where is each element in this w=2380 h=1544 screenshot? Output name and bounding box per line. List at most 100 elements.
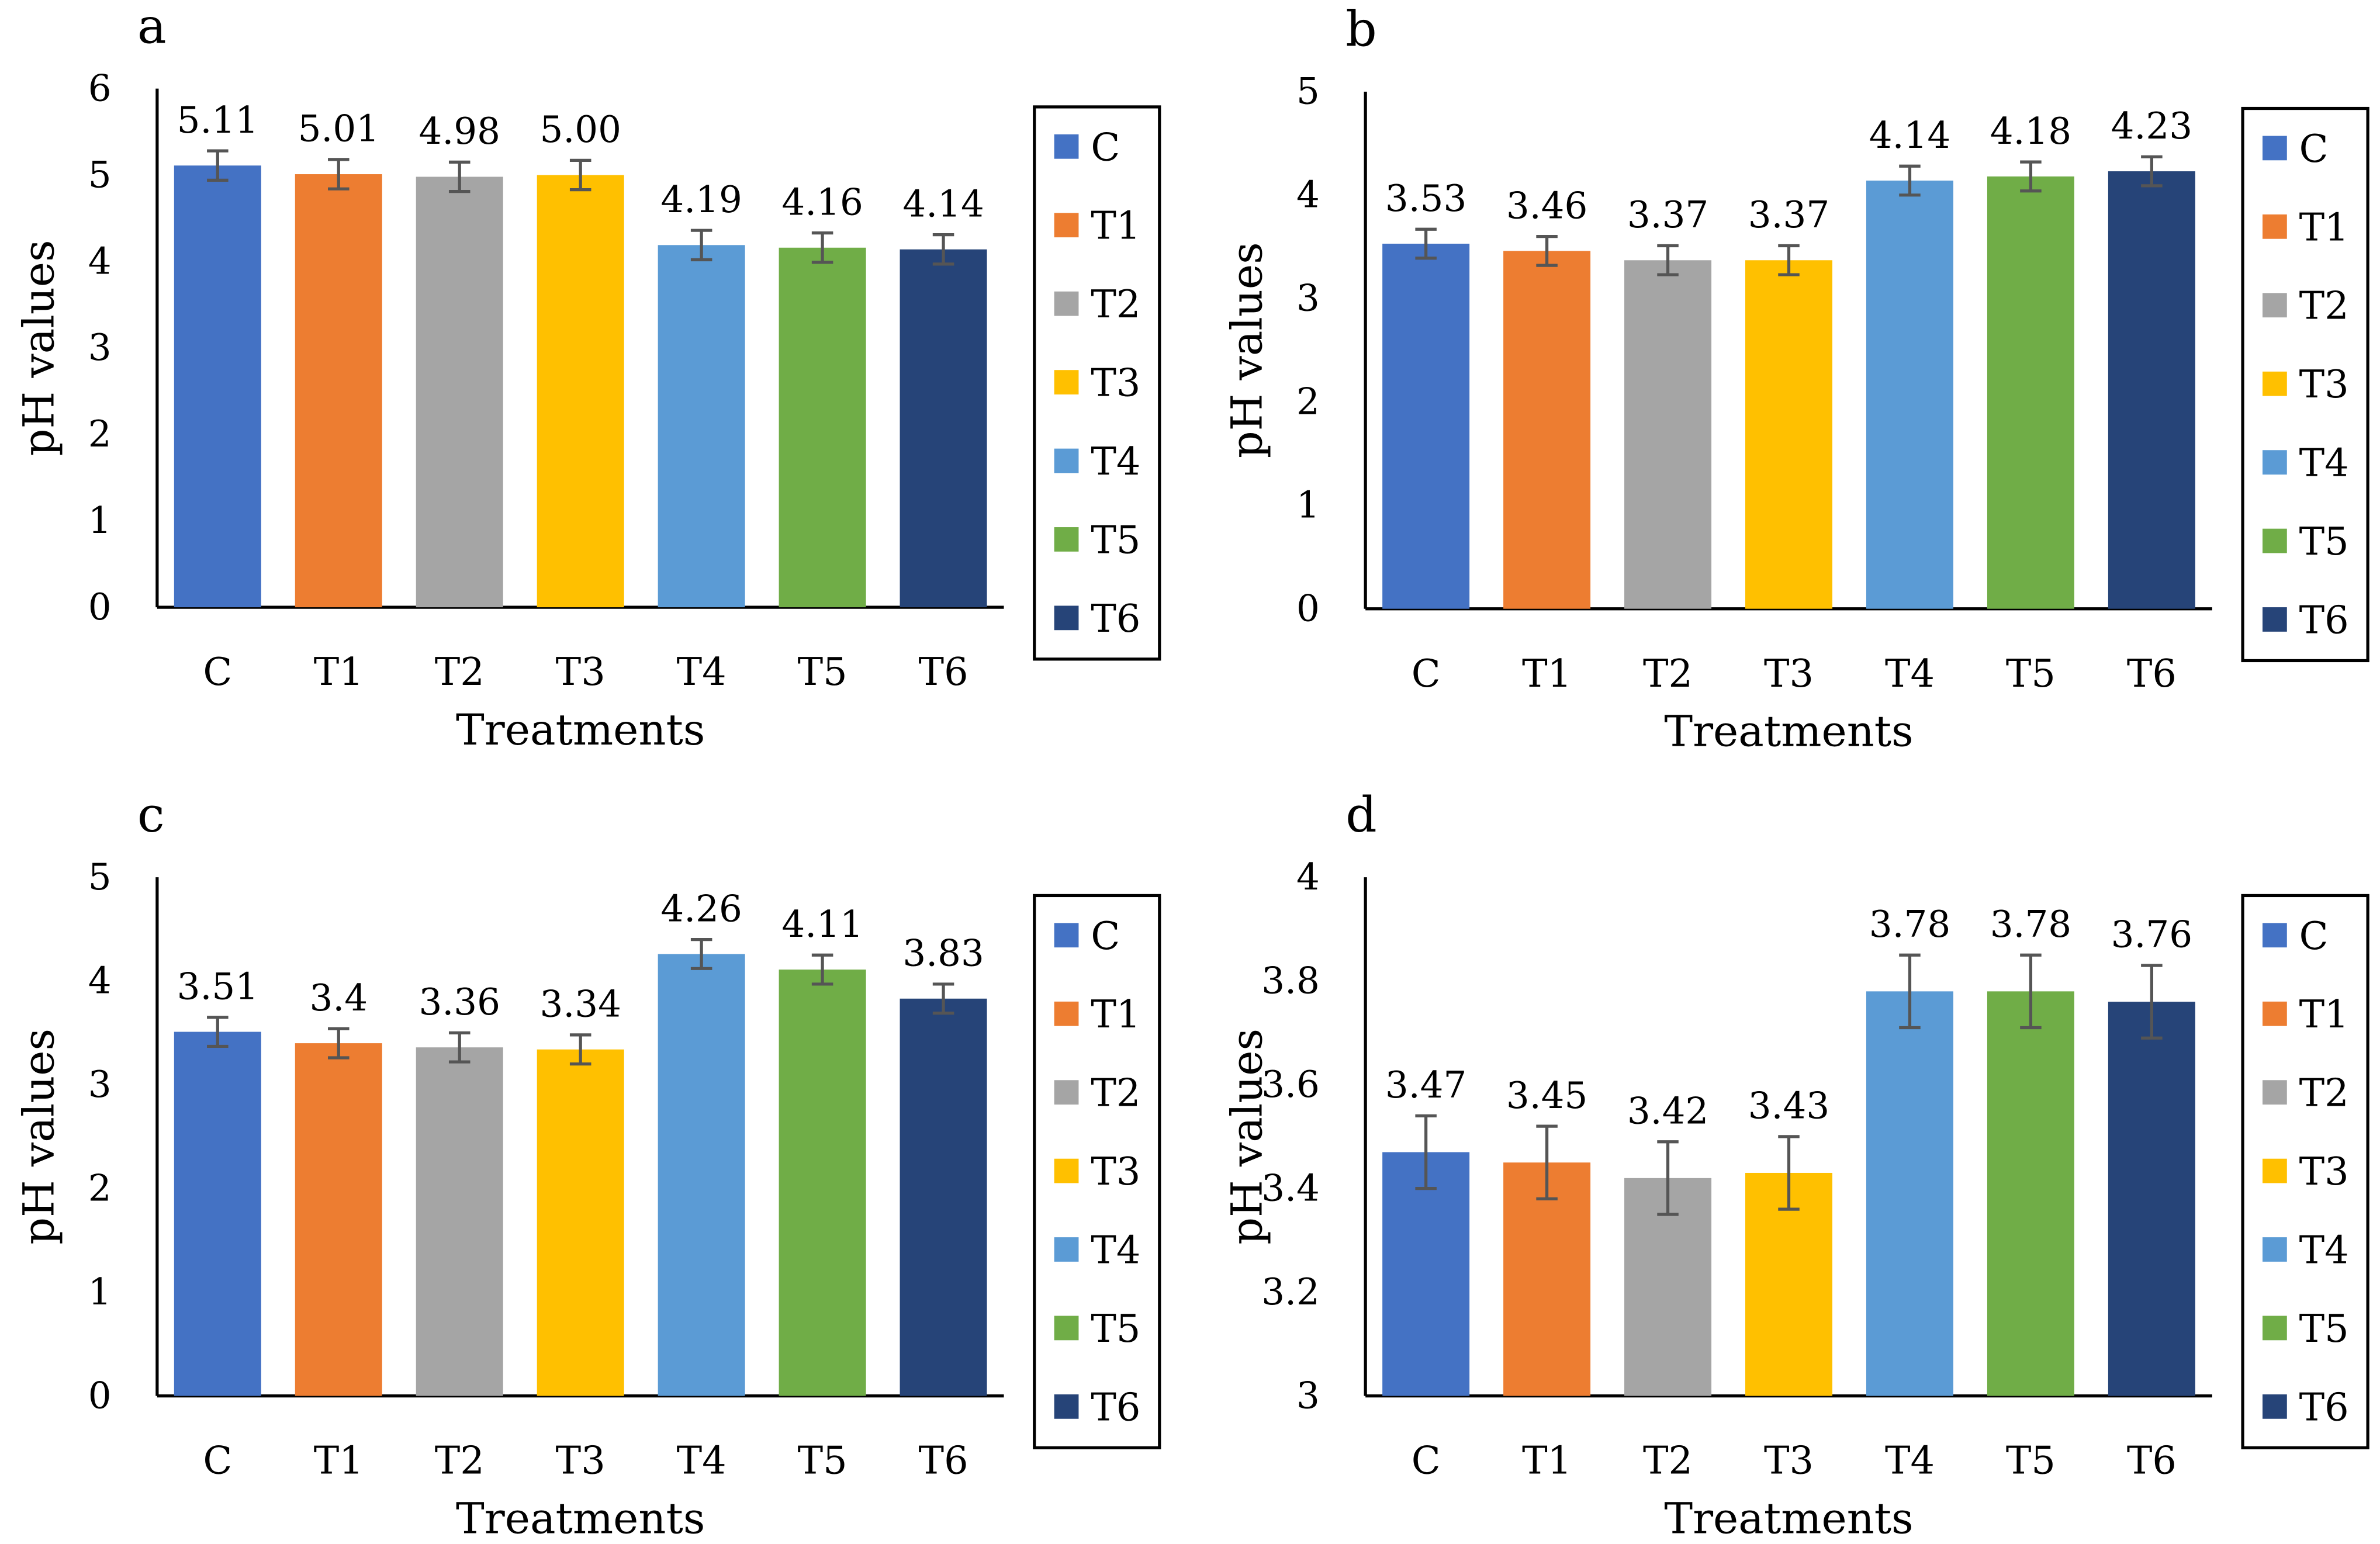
- x-tick-label: T2: [435, 1439, 485, 1483]
- bar-t5: [779, 970, 866, 1396]
- data-label: 3.51: [177, 965, 258, 1008]
- x-tick-label: T4: [1885, 1439, 1935, 1483]
- legend-swatch-t2: [1054, 1080, 1079, 1105]
- legend-label: T4: [2299, 441, 2349, 486]
- legend-label: T6: [1091, 1385, 1140, 1429]
- y-tick-label: 3.2: [1261, 1270, 1320, 1313]
- x-tick-label: T2: [1643, 652, 1693, 696]
- y-tick-label: 5: [88, 856, 112, 898]
- data-label: 3.78: [1869, 903, 1950, 946]
- data-label: 3.37: [1627, 193, 1708, 236]
- legend-label: T1: [1091, 204, 1140, 248]
- y-tick-label: 3: [1296, 1374, 1320, 1417]
- bar-c: [174, 165, 261, 608]
- y-tick-label: 1: [88, 1270, 112, 1313]
- legend-label: T5: [2299, 1307, 2349, 1351]
- data-label: 3.45: [1506, 1074, 1587, 1117]
- x-tick-label: T4: [677, 650, 727, 694]
- legend-label: T1: [2299, 992, 2349, 1037]
- bar-t6: [2108, 171, 2195, 609]
- data-label: 5.11: [177, 99, 258, 141]
- x-tick-label: T3: [556, 650, 606, 694]
- data-label: 3.83: [902, 932, 984, 975]
- legend-swatch-c: [1054, 923, 1079, 948]
- bar-t5: [1987, 176, 2074, 609]
- legend-swatch-t3: [1054, 1158, 1079, 1183]
- chart-panel-a: a 0 1 2 3 4 5 6 pH values Treatments 5.11 C 5.01 T1 4.…: [14, 0, 1161, 755]
- chart-panel-b: b 0 1 2 3 4 5 pH values Treatments 3.53 C 3.46 T1 3.3…: [1223, 1, 2369, 757]
- x-tick-label: T1: [1522, 652, 1572, 696]
- x-tick-label: T3: [1764, 1439, 1814, 1483]
- legend-label: T3: [2299, 1150, 2349, 1194]
- data-label: 3.76: [2111, 913, 2192, 956]
- bar-t4: [1866, 181, 1953, 609]
- data-label: 5.01: [298, 108, 379, 150]
- data-label: 5.00: [539, 108, 621, 151]
- y-tick-label: 0: [1296, 587, 1320, 630]
- x-axis-label: Treatments: [1664, 707, 1913, 757]
- y-tick-label: 3.6: [1261, 1063, 1320, 1106]
- y-tick-label: 0: [88, 586, 112, 628]
- y-tick-label: 1: [88, 499, 112, 542]
- legend-swatch-t2: [2263, 1080, 2287, 1105]
- y-tick-label: 3: [88, 1063, 112, 1106]
- y-tick-label: 6: [88, 67, 112, 109]
- legend-swatch-t4: [2263, 1237, 2287, 1262]
- legend-swatch-t5: [1054, 527, 1079, 552]
- legend-swatch-t6: [1054, 605, 1079, 631]
- legend-swatch-t5: [2263, 528, 2287, 553]
- bar-t4: [658, 245, 745, 608]
- chart-panel-c: c 0 1 2 3 4 5 pH values Treatments 3.51 C 3.4 T1 3.36…: [14, 786, 1161, 1544]
- data-label: 3.78: [1990, 903, 2071, 946]
- x-tick-label: C: [203, 1439, 232, 1483]
- data-label: 3.42: [1627, 1089, 1708, 1132]
- x-tick-label: T6: [2127, 652, 2177, 696]
- data-label: 3.53: [1385, 177, 1466, 220]
- legend: C T1 T2 T3 T4 T5 T6: [2241, 106, 2369, 663]
- y-tick-label: 4: [1296, 174, 1320, 216]
- bar-t1: [1503, 251, 1591, 609]
- bar-t1: [295, 174, 382, 608]
- bar-t1: [295, 1043, 382, 1396]
- bar-t5: [1987, 991, 2074, 1396]
- legend: C T1 T2 T3 T4 T5 T6: [2241, 894, 2369, 1449]
- x-tick-label: T1: [314, 650, 364, 694]
- y-tick-label: 3: [1296, 277, 1320, 320]
- x-tick-label: T4: [677, 1439, 727, 1483]
- legend-swatch-t3: [2263, 371, 2287, 396]
- y-tick-label: 2: [88, 413, 112, 455]
- legend-label: C: [2299, 127, 2329, 171]
- x-tick-label: T3: [1764, 652, 1814, 696]
- legend-swatch-t3: [2263, 1158, 2287, 1183]
- x-tick-label: T2: [435, 650, 485, 694]
- legend-label: T5: [2299, 520, 2349, 564]
- legend-label: T4: [2299, 1228, 2349, 1273]
- legend-swatch-c: [2263, 923, 2287, 948]
- y-tick-label: 4: [88, 240, 112, 282]
- chart-panel-d: d 3 3.2 3.4 3.6 3.8 4 pH values Treatments 3.47 C 3…: [1223, 786, 2369, 1544]
- bar-t2: [416, 176, 503, 608]
- y-tick-label: 2: [1296, 380, 1320, 423]
- x-tick-label: T6: [919, 650, 968, 694]
- bar-t2: [416, 1047, 503, 1396]
- x-tick-label: T4: [1885, 652, 1935, 696]
- x-tick-label: T5: [798, 650, 847, 694]
- bar-t5: [779, 247, 866, 608]
- data-label: 3.47: [1385, 1064, 1466, 1106]
- y-axis-label: pH values: [1223, 1029, 1272, 1245]
- legend-swatch-c: [2263, 136, 2287, 161]
- y-tick-label: 5: [88, 153, 112, 196]
- x-axis-label: Treatments: [456, 705, 705, 755]
- bar-c: [1382, 1152, 1470, 1396]
- x-tick-label: T1: [1522, 1439, 1572, 1483]
- legend-label: T5: [1091, 518, 1140, 562]
- x-tick-label: T2: [1643, 1439, 1693, 1483]
- legend-label: T6: [2299, 1385, 2349, 1429]
- data-label: 4.11: [781, 903, 863, 946]
- y-axis-label: pH values: [14, 1029, 64, 1245]
- bar-t6: [2108, 1002, 2195, 1396]
- legend-swatch-t1: [2263, 214, 2287, 239]
- x-tick-label: T6: [2127, 1439, 2177, 1483]
- y-tick-label: 1: [1296, 484, 1320, 527]
